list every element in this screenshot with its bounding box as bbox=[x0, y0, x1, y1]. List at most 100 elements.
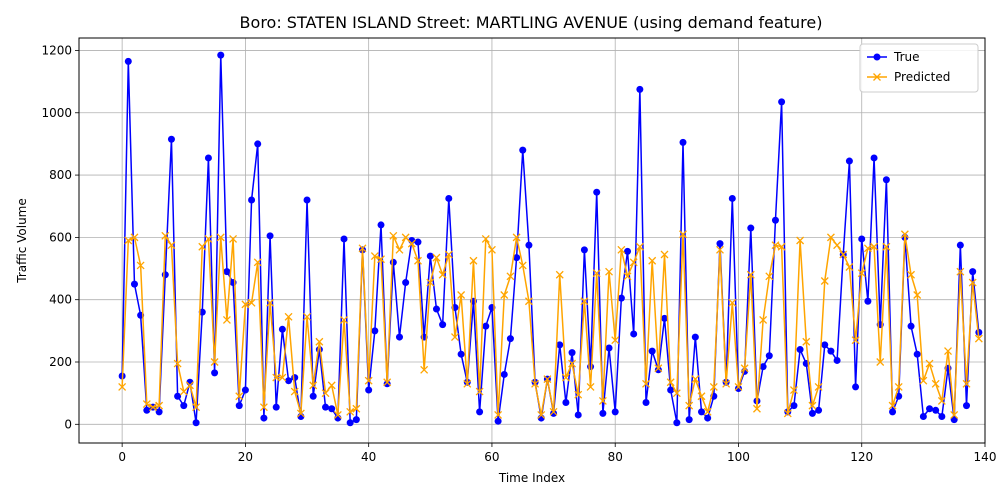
data-point-true bbox=[414, 238, 422, 246]
data-point-true bbox=[685, 416, 693, 424]
data-point-predicted bbox=[524, 297, 533, 306]
data-point-predicted bbox=[833, 241, 842, 250]
data-point-true bbox=[599, 409, 607, 417]
data-point-predicted bbox=[321, 389, 330, 398]
data-point-predicted bbox=[839, 250, 848, 259]
data-point-predicted bbox=[450, 333, 459, 342]
data-point-predicted bbox=[623, 272, 632, 281]
data-point-true bbox=[432, 305, 440, 313]
data-point-predicted bbox=[666, 378, 675, 387]
data-point-predicted bbox=[229, 234, 238, 243]
data-point-predicted bbox=[222, 315, 231, 324]
chart-title: Boro: STATEN ISLAND Street: MARTLING AVE… bbox=[240, 13, 823, 32]
data-point-true bbox=[254, 140, 262, 148]
data-point-predicted bbox=[568, 359, 577, 368]
data-point-predicted bbox=[580, 297, 589, 306]
data-point-true bbox=[648, 347, 656, 355]
data-point-true bbox=[513, 254, 521, 262]
data-point-predicted bbox=[315, 337, 324, 346]
data-point-true bbox=[691, 333, 699, 341]
data-point-true bbox=[654, 366, 662, 374]
data-point-true bbox=[291, 374, 299, 382]
data-point-predicted bbox=[352, 404, 361, 413]
plot-frame bbox=[78, 37, 986, 444]
data-point-predicted bbox=[925, 359, 934, 368]
data-point-predicted bbox=[136, 261, 145, 270]
y-tick-label: 1200 bbox=[41, 43, 72, 57]
data-point-predicted bbox=[783, 409, 792, 418]
data-point-predicted bbox=[697, 392, 706, 401]
data-point-true bbox=[778, 98, 786, 106]
data-point-predicted bbox=[765, 272, 774, 281]
data-point-predicted bbox=[802, 337, 811, 346]
data-point-predicted bbox=[204, 234, 213, 243]
data-point-predicted bbox=[370, 252, 379, 261]
data-point-predicted bbox=[161, 231, 170, 240]
data-point-predicted bbox=[635, 242, 644, 251]
data-point-true bbox=[771, 216, 779, 224]
data-point-true bbox=[747, 224, 755, 232]
data-point-predicted bbox=[444, 250, 453, 259]
data-point-predicted bbox=[241, 300, 250, 309]
data-point-predicted bbox=[494, 411, 503, 419]
data-point-predicted bbox=[296, 409, 305, 418]
data-point-true bbox=[303, 196, 311, 204]
data-point-true bbox=[845, 157, 853, 165]
data-point-predicted bbox=[574, 390, 583, 399]
x-axis-label: Time Index bbox=[498, 471, 565, 485]
data-point-predicted bbox=[968, 278, 977, 287]
data-point-true bbox=[913, 350, 921, 358]
data-point-predicted bbox=[438, 270, 447, 279]
data-point-predicted bbox=[808, 401, 817, 410]
data-point-true bbox=[870, 154, 878, 162]
data-point-predicted bbox=[796, 236, 805, 245]
data-point-predicted bbox=[481, 234, 490, 243]
data-point-true bbox=[395, 333, 403, 341]
data-point-predicted bbox=[882, 242, 891, 251]
data-point-true bbox=[519, 146, 527, 154]
data-point-predicted bbox=[937, 396, 946, 405]
data-point-true bbox=[907, 322, 915, 330]
data-point-true bbox=[611, 408, 619, 416]
data-point-predicted bbox=[691, 375, 700, 384]
data-point-predicted bbox=[463, 379, 472, 388]
data-point-true bbox=[476, 408, 484, 416]
data-point-predicted bbox=[407, 239, 416, 248]
data-point-true bbox=[556, 341, 564, 349]
data-point-true bbox=[346, 419, 354, 427]
data-point-predicted bbox=[549, 407, 558, 416]
legend: True Predicted bbox=[859, 43, 979, 93]
data-point-true bbox=[525, 241, 533, 249]
series-layer bbox=[118, 51, 983, 427]
data-point-true bbox=[352, 416, 360, 424]
data-point-predicted bbox=[333, 411, 342, 419]
data-point-true bbox=[704, 414, 712, 422]
data-point-predicted bbox=[820, 277, 829, 285]
data-point-predicted bbox=[716, 245, 724, 254]
data-point-predicted bbox=[956, 267, 965, 276]
data-point-true bbox=[309, 392, 317, 400]
data-point-predicted bbox=[118, 382, 127, 391]
data-point-predicted bbox=[777, 242, 786, 251]
data-point-true bbox=[328, 405, 336, 413]
data-point-predicted bbox=[340, 315, 348, 324]
data-point-true bbox=[211, 369, 219, 377]
data-point-predicted bbox=[247, 298, 256, 307]
data-point-true bbox=[636, 85, 644, 93]
data-point-predicted bbox=[173, 359, 182, 368]
data-point-true bbox=[482, 322, 490, 330]
data-point-true bbox=[882, 176, 890, 184]
data-point-true bbox=[833, 356, 841, 364]
data-point-true bbox=[130, 280, 138, 288]
data-point-true bbox=[821, 341, 829, 349]
x-tick-label: 60 bbox=[484, 450, 499, 464]
data-point-predicted bbox=[377, 255, 385, 264]
x-tick-label: 40 bbox=[361, 450, 376, 464]
data-point-predicted bbox=[722, 379, 731, 388]
data-point-true bbox=[617, 294, 625, 302]
data-point-true bbox=[950, 416, 958, 424]
data-point-true bbox=[223, 268, 231, 276]
data-point-predicted bbox=[679, 230, 687, 239]
data-point-predicted bbox=[309, 381, 318, 390]
